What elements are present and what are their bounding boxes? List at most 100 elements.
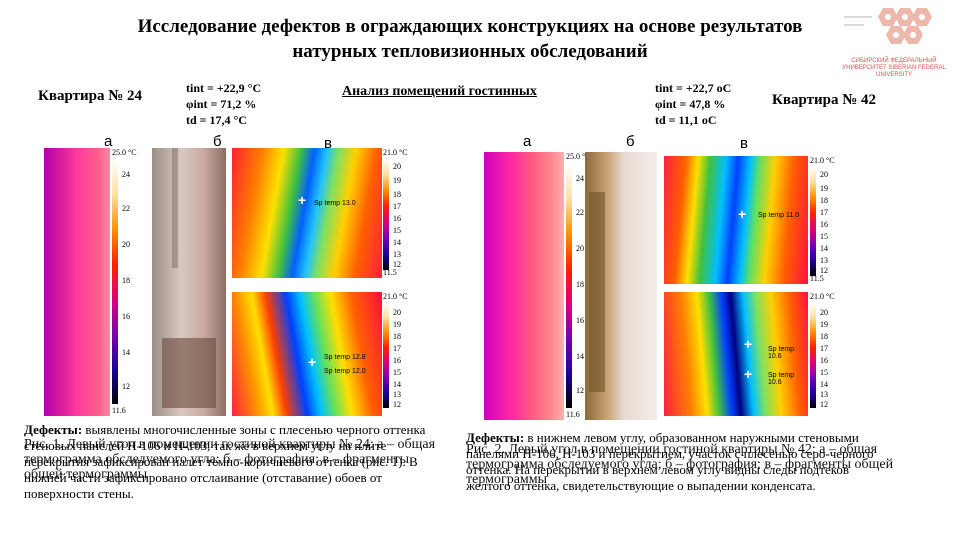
- scale-tick: 13: [820, 390, 828, 399]
- right-label-a: а: [523, 133, 532, 150]
- crosshair-icon: +: [298, 192, 307, 208]
- scale-tick: 17: [393, 344, 401, 353]
- right-scale-tick: 16: [576, 316, 584, 325]
- crosshair-icon: +: [308, 354, 317, 370]
- scale-tick: 18: [820, 332, 828, 341]
- right-defects-paragraph: Дефекты: в нижнем левом углу, образованн…: [466, 430, 894, 494]
- slide-title: Исследование дефектов в ограждающих конс…: [60, 14, 880, 64]
- left-label-a: а: [104, 133, 113, 150]
- crosshair-icon: +: [744, 366, 753, 382]
- left-label-c: в: [324, 135, 332, 152]
- right-label-c: в: [740, 135, 748, 152]
- scale-tick: 16: [393, 214, 401, 223]
- scale-tick: 16: [820, 220, 828, 229]
- right-fragment-thermogram-1: Sp temp 11.0 +: [664, 156, 808, 284]
- left-defects-paragraph: Дефекты: выявлены многочисленные зоны с …: [24, 422, 428, 502]
- right-photo: [585, 152, 657, 420]
- scale-tick: 15: [820, 368, 828, 377]
- scale-tick: 13: [393, 250, 401, 259]
- left-scale-min: 11.6: [112, 406, 126, 415]
- apartment-24-label: Квартира № 24: [38, 88, 143, 104]
- university-logo: [838, 2, 948, 74]
- title-line-2: натурных тепловизионных обследований: [292, 41, 648, 62]
- right-defects-text: в нижнем левом углу, образованном наружн…: [466, 430, 874, 493]
- scale-tick: 18: [820, 196, 828, 205]
- right-scale-tick: 14: [576, 352, 584, 361]
- right-scale-tick: 24: [576, 174, 584, 183]
- scale-tick: 17: [820, 208, 828, 217]
- right-scale-tick: 18: [576, 280, 584, 289]
- right-scale-tick: 20: [576, 244, 584, 253]
- scale-tick: 12: [820, 266, 828, 275]
- right-fragment-scale-2: 21.0 °C 20 19 18 17 16 15 14 13 12: [810, 292, 850, 416]
- left-params: tint = +22,9 °C φint = 71,2 % td = 17,4 …: [186, 80, 261, 128]
- scale-tick: 20: [393, 308, 401, 317]
- scale-tick: 18: [393, 190, 401, 199]
- left-defects-text: выявлены многочисленные зоны с плесенью …: [24, 422, 426, 501]
- scale-tick: 13: [393, 390, 401, 399]
- left-param-td: td = 17,4 °C: [186, 113, 247, 127]
- scale-tick: 18: [393, 332, 401, 341]
- scale-tick: 20: [820, 170, 828, 179]
- left-defects-heading: Дефекты:: [24, 422, 83, 437]
- right-label-b: б: [626, 133, 635, 150]
- right-scale-min: 11.6: [566, 410, 580, 419]
- scale-tick: 12: [820, 400, 828, 409]
- right-spot-2: Sp temp 10.6: [768, 346, 795, 360]
- scale-min: 11.5: [383, 268, 397, 277]
- left-fragment-scale-2: 21.0 °C 20 19 18 17 16 15 14 13 12: [383, 292, 423, 416]
- left-label-b: б: [213, 133, 222, 150]
- right-defects-heading: Дефекты:: [466, 430, 525, 445]
- right-param-phi: φint = 47,8 %: [655, 97, 726, 111]
- left-fragment-thermogram-2: Sp temp 12.8 Sp temp 12.0 +: [232, 292, 382, 416]
- right-params: tint = +22,7 oC φint = 47,8 % td = 11,1 …: [655, 80, 731, 128]
- scale-tick: 20: [820, 308, 828, 317]
- left-scale-tick: 20: [122, 240, 130, 249]
- left-scale-tick: 18: [122, 276, 130, 285]
- scale-max: 21.0 °C: [383, 148, 408, 157]
- scale-tick: 16: [393, 356, 401, 365]
- left-spot-3: Sp temp 12.0: [324, 368, 366, 375]
- apartment-42-label: Квартира № 42: [772, 92, 877, 108]
- left-scale-tick: 24: [122, 170, 130, 179]
- scale-tick: 14: [820, 244, 828, 253]
- scale-tick: 19: [393, 320, 401, 329]
- scale-tick: 13: [820, 256, 828, 265]
- scale-tick: 17: [820, 344, 828, 353]
- left-scale-tick: 22: [122, 204, 130, 213]
- scale-tick: 17: [393, 202, 401, 211]
- scale-tick: 20: [393, 162, 401, 171]
- right-scale-tick: 12: [576, 386, 584, 395]
- crosshair-icon: +: [744, 336, 753, 352]
- scale-max: 21.0 °C: [810, 292, 835, 301]
- logo-caption: СИБИРСКИЙ ФЕДЕРАЛЬНЫЙ УНИВЕРСИТЕТ SIBERI…: [842, 58, 946, 78]
- right-scale-tick: 22: [576, 208, 584, 217]
- left-spot-2: Sp temp 12.8: [324, 354, 366, 361]
- right-scale-max: 25.0 °C: [566, 152, 591, 161]
- left-fragment-thermogram-1: Sp temp 13.0 +: [232, 148, 382, 278]
- scale-tick: 14: [393, 380, 401, 389]
- right-thermogram-general: [484, 152, 564, 420]
- left-photo: [152, 148, 226, 416]
- right-fragment-thermogram-2: Sp temp 10.6 Sp temp 10.6 + +: [664, 292, 808, 416]
- title-line-1: Исследование дефектов в ограждающих конс…: [137, 16, 803, 37]
- right-param-td: td = 11,1 oC: [655, 113, 717, 127]
- left-figure-caption: Рис. 1. Левый угол в помещении гостиной …: [24, 437, 436, 482]
- right-param-tint: tint = +22,7 oC: [655, 81, 732, 95]
- left-thermogram-scale: 25.0 °C 24 22 20 18 16 14 12 11.6: [112, 148, 152, 416]
- scale-tick: 14: [820, 380, 828, 389]
- scale-tick: 16: [820, 356, 828, 365]
- scale-tick: 19: [820, 184, 828, 193]
- left-scale-tick: 16: [122, 312, 130, 321]
- right-spot-3: Sp temp 10.6: [768, 372, 795, 386]
- scale-tick: 19: [820, 320, 828, 329]
- crosshair-icon: +: [738, 206, 747, 222]
- left-scale-max: 25.0 °C: [112, 148, 137, 157]
- right-fragment-scale-1: 21.0 °C 20 19 18 17 16 15 14 13 12 11.5: [810, 156, 850, 284]
- scale-tick: 15: [393, 368, 401, 377]
- center-heading: Анализ помещений гостинных: [342, 84, 537, 99]
- right-thermogram-scale: 25.0 °C 24 22 20 18 16 14 12 11.6: [566, 152, 604, 420]
- scale-tick: 15: [820, 232, 828, 241]
- left-scale-tick: 14: [122, 348, 130, 357]
- left-thermogram-general: [44, 148, 110, 416]
